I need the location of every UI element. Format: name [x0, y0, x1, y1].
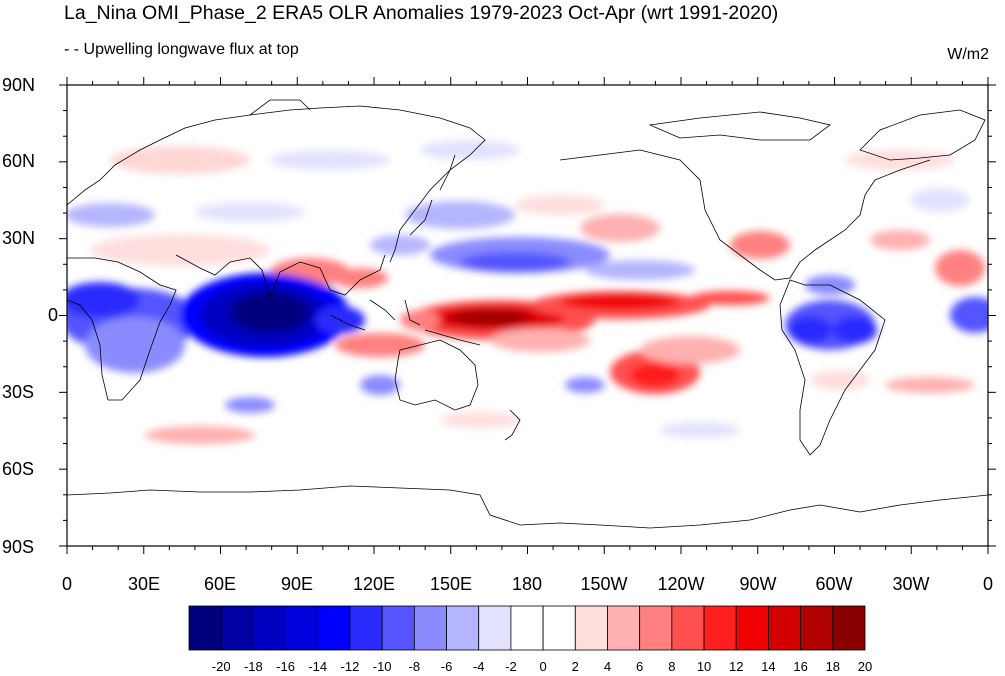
- colorbar-swatch: [220, 605, 254, 651]
- colorbar-swatch: [349, 605, 383, 651]
- colorbar-label: -6: [440, 659, 453, 674]
- lon-label-180: 180: [511, 574, 543, 594]
- lat-label-90n: 90N: [2, 75, 36, 95]
- colorbar-swatch: [478, 605, 512, 651]
- lon-label-30w: 30W: [892, 574, 930, 594]
- units-label: W/m2: [947, 46, 989, 63]
- lon-label-60w: 60W: [815, 574, 853, 594]
- colorbar-label: -4: [472, 659, 485, 674]
- colorbar-swatch: [381, 605, 415, 651]
- lon-label-150e: 150E: [429, 574, 473, 594]
- lat-label-60n: 60N: [2, 151, 36, 171]
- colorbar-swatch: [285, 605, 319, 651]
- colorbar-swatch: [639, 605, 673, 651]
- colorbar-swatch: [703, 605, 737, 651]
- colorbar-label: 14: [761, 659, 776, 674]
- lon-label-60e: 60E: [203, 574, 237, 594]
- lon-label-90w: 90W: [739, 574, 777, 594]
- colorbar-swatch: [446, 605, 480, 651]
- colorbar-swatch: [768, 605, 802, 651]
- lon-label-30e: 30E: [127, 574, 161, 594]
- coastlines: [67, 99, 988, 529]
- colorbar-label: 2: [571, 659, 579, 674]
- colorbar-label: 10: [696, 659, 712, 674]
- lat-label-90s: 90S: [2, 537, 35, 557]
- colorbar-label: -14: [308, 659, 328, 674]
- lat-label-60s: 60S: [2, 459, 35, 479]
- lat-label-30s: 30S: [2, 382, 35, 402]
- colorbar: [188, 605, 866, 651]
- map-subtitle: - - Upwelling longwave flux at top: [64, 41, 299, 58]
- colorbar-label: -20: [211, 659, 231, 674]
- colorbar-label: -18: [243, 659, 263, 674]
- lon-label-90e: 90E: [280, 574, 314, 594]
- colorbar-swatch: [735, 605, 769, 651]
- lon-label-150w: 150W: [580, 574, 628, 594]
- colorbar-label: 4: [603, 659, 612, 674]
- colorbar-swatch: [832, 605, 866, 651]
- colorbar-swatch: [671, 605, 705, 651]
- colorbar-swatch: [252, 605, 286, 651]
- colorbar-label: 16: [793, 659, 808, 674]
- colorbar-swatch: [574, 605, 608, 651]
- anomaly-field: [67, 140, 988, 444]
- colorbar-label: 18: [825, 659, 841, 674]
- colorbar-label: -8: [408, 659, 421, 674]
- colorbar-label: -12: [340, 659, 360, 674]
- lon-label-0: 0: [61, 574, 73, 594]
- map-title: La_Nina OMI_Phase_2 ERA5 OLR Anomalies 1…: [64, 2, 779, 24]
- colorbar-swatch: [188, 605, 222, 651]
- colorbar-label: 8: [668, 659, 676, 674]
- colorbar-swatch: [413, 605, 447, 651]
- colorbar-swatch: [542, 605, 576, 651]
- lon-label-120e: 120E: [352, 574, 396, 594]
- colorbar-label: 12: [729, 659, 744, 674]
- lon-label-120w: 120W: [657, 574, 705, 594]
- colorbar-swatch: [800, 605, 834, 651]
- colorbar-label: -10: [372, 659, 392, 674]
- lon-label-0-east: 0: [982, 574, 994, 594]
- colorbar-swatch: [510, 605, 544, 651]
- colorbar-swatch: [317, 605, 351, 651]
- colorbar-label: 0: [539, 659, 547, 674]
- lat-label-30n: 30N: [2, 228, 36, 248]
- axis-ticks: [59, 77, 996, 554]
- lat-label-eq: 0: [47, 305, 58, 325]
- colorbar-label: -16: [276, 659, 295, 674]
- colorbar-label: -2: [505, 659, 517, 674]
- colorbar-swatch: [607, 605, 641, 651]
- colorbar-label: 20: [857, 659, 873, 674]
- colorbar-label: 6: [636, 659, 644, 674]
